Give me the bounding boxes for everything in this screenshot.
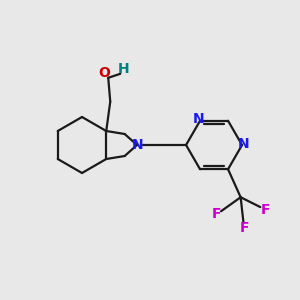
Text: N: N [132, 138, 144, 152]
Text: N: N [238, 137, 250, 151]
Text: F: F [260, 203, 270, 217]
Text: F: F [211, 207, 221, 221]
Text: O: O [98, 66, 110, 80]
Text: F: F [240, 221, 249, 236]
Text: N: N [193, 112, 205, 126]
Text: H: H [117, 62, 129, 76]
